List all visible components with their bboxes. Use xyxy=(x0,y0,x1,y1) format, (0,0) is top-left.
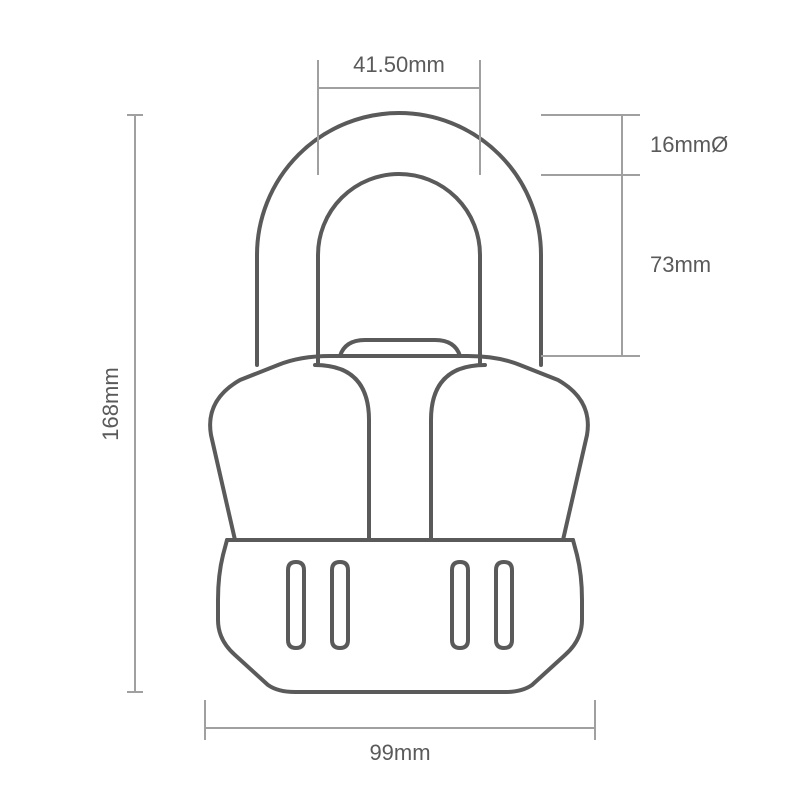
label-shackle-diameter: 16mmØ xyxy=(650,132,728,157)
dim-shackle-diameter: 16mmØ xyxy=(541,115,728,175)
base-slot-4 xyxy=(496,562,512,648)
dim-shackle-height: 73mm xyxy=(541,175,711,356)
label-total-height: 168mm xyxy=(98,367,123,440)
body-lower-shell xyxy=(218,540,582,692)
body-upper-left-inner xyxy=(315,365,369,540)
shackle-inner xyxy=(318,174,480,365)
label-body-width: 99mm xyxy=(369,740,430,765)
label-shackle-gap: 41.50mm xyxy=(353,52,445,77)
dim-body-width: 99mm xyxy=(205,700,595,765)
shackle-outer xyxy=(257,113,541,365)
shackle-collar xyxy=(340,340,460,356)
padlock-outline xyxy=(210,113,588,692)
label-shackle-height: 73mm xyxy=(650,252,711,277)
dim-total-height: 168mm xyxy=(98,115,143,692)
body-upper-shell xyxy=(210,356,588,540)
body-upper-right-inner xyxy=(431,365,485,540)
base-slot-2 xyxy=(332,562,348,648)
base-slot-1 xyxy=(288,562,304,648)
base-slot-3 xyxy=(452,562,468,648)
